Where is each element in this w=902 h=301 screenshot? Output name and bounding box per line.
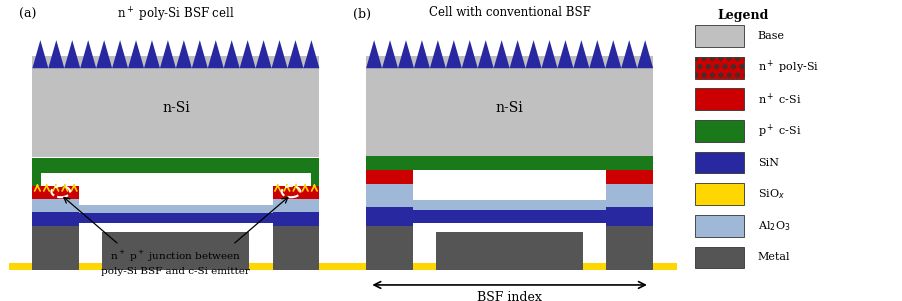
Bar [695, 183, 744, 205]
Bar [311, 172, 319, 186]
Text: n-Si: n-Si [496, 101, 523, 115]
Bar [32, 226, 79, 270]
Bar [32, 212, 79, 226]
Bar [695, 152, 744, 173]
Bar [366, 56, 653, 68]
Bar [366, 226, 413, 270]
Bar [272, 199, 319, 212]
Bar [32, 157, 319, 172]
Text: n$^+$ poly-Si: n$^+$ poly-Si [758, 59, 819, 76]
Text: Metal: Metal [758, 252, 790, 262]
Text: (b): (b) [353, 8, 371, 21]
Text: SiO$_x$: SiO$_x$ [758, 187, 785, 201]
Bar [366, 184, 413, 207]
Polygon shape [366, 40, 653, 68]
Bar [79, 213, 272, 223]
Text: (a): (a) [19, 8, 36, 21]
Polygon shape [32, 40, 319, 68]
Bar [695, 25, 744, 47]
Bar [606, 184, 653, 207]
Bar [606, 226, 653, 270]
Bar [32, 56, 319, 68]
Text: Legend: Legend [717, 9, 769, 22]
Bar [272, 226, 319, 270]
Text: BSF index: BSF index [477, 291, 542, 301]
Text: SiN: SiN [758, 157, 778, 168]
Text: n$^+$ p$^+$ junction between
poly-Si BSF and c-Si emitter: n$^+$ p$^+$ junction between poly-Si BSF… [101, 249, 251, 276]
Text: p$^+$ c-Si: p$^+$ c-Si [758, 122, 801, 140]
Bar [79, 205, 272, 213]
Bar [32, 60, 319, 157]
Text: n-Si: n-Si [162, 101, 189, 115]
Bar [695, 88, 744, 110]
Bar [366, 207, 413, 226]
Bar [645, 169, 653, 184]
Text: Al$_2$O$_3$: Al$_2$O$_3$ [758, 219, 790, 233]
Bar [695, 57, 744, 79]
Bar [32, 199, 79, 212]
Bar [32, 172, 41, 186]
Bar [32, 186, 79, 199]
Bar [413, 200, 606, 210]
Bar [413, 210, 606, 223]
Bar [695, 247, 744, 268]
Text: Cell with conventional BSF: Cell with conventional BSF [428, 6, 591, 19]
Bar [695, 215, 744, 237]
Bar [103, 232, 249, 270]
Bar [366, 156, 653, 169]
Text: n$^+$ poly-Si BSF cell: n$^+$ poly-Si BSF cell [117, 6, 235, 24]
Bar [272, 212, 319, 226]
Bar [366, 169, 413, 184]
Bar [437, 232, 583, 270]
Bar [695, 120, 744, 142]
Bar [606, 207, 653, 226]
Bar [9, 263, 343, 270]
Bar [343, 263, 676, 270]
Text: Base: Base [758, 31, 785, 41]
Bar [366, 169, 374, 184]
Bar [272, 186, 319, 199]
Bar [606, 169, 653, 184]
Text: n$^+$ c-Si: n$^+$ c-Si [758, 92, 801, 107]
Bar [366, 60, 653, 157]
